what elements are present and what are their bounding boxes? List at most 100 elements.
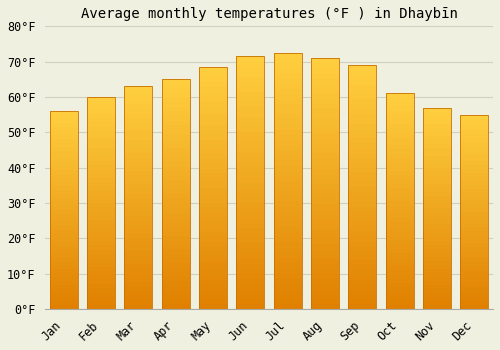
Bar [199, 96, 227, 101]
Bar [236, 87, 264, 92]
Bar [460, 193, 488, 196]
Bar [348, 265, 376, 270]
Bar [423, 136, 451, 140]
Bar [124, 113, 152, 118]
Bar [311, 239, 339, 244]
Bar [460, 196, 488, 200]
Bar [460, 239, 488, 243]
Bar [50, 178, 78, 182]
Bar [311, 118, 339, 123]
Bar [50, 190, 78, 194]
Bar [87, 284, 115, 288]
Bar [124, 198, 152, 202]
Bar [460, 247, 488, 251]
Bar [386, 218, 413, 223]
Bar [460, 298, 488, 301]
Bar [386, 305, 413, 309]
Bar [386, 279, 413, 283]
Bar [460, 251, 488, 254]
Bar [236, 173, 264, 177]
Bar [348, 158, 376, 163]
Bar [386, 236, 413, 240]
Bar [423, 229, 451, 232]
Bar [311, 194, 339, 198]
Bar [460, 204, 488, 208]
Bar [311, 189, 339, 194]
Bar [50, 273, 78, 277]
Bar [386, 201, 413, 205]
Bar [386, 115, 413, 119]
Bar [423, 196, 451, 200]
Bar [236, 102, 264, 107]
Bar [311, 279, 339, 284]
Bar [50, 198, 78, 202]
Bar [199, 67, 227, 72]
Bar [460, 138, 488, 142]
Bar [199, 140, 227, 145]
Bar [274, 288, 302, 294]
Bar [124, 278, 152, 282]
Bar [423, 184, 451, 188]
Bar [274, 68, 302, 73]
Bar [50, 127, 78, 131]
Bar [311, 234, 339, 239]
Bar [162, 300, 190, 304]
Bar [50, 206, 78, 210]
Bar [311, 103, 339, 108]
Bar [87, 173, 115, 177]
Bar [460, 262, 488, 266]
Bar [460, 286, 488, 289]
Bar [423, 148, 451, 152]
Bar [386, 154, 413, 158]
Bar [162, 171, 190, 176]
Bar [162, 130, 190, 134]
Bar [274, 171, 302, 176]
Bar [162, 139, 190, 144]
Bar [87, 195, 115, 199]
Bar [348, 168, 376, 173]
Bar [348, 85, 376, 90]
Bar [274, 58, 302, 63]
Bar [348, 70, 376, 75]
Bar [386, 106, 413, 111]
Bar [348, 275, 376, 280]
Bar [348, 202, 376, 206]
Bar [236, 107, 264, 112]
Bar [124, 118, 152, 122]
Bar [348, 90, 376, 95]
Bar [311, 83, 339, 88]
Bar [386, 132, 413, 137]
Bar [348, 128, 376, 133]
Bar [162, 79, 190, 84]
Bar [199, 174, 227, 178]
Bar [87, 127, 115, 131]
Bar [199, 159, 227, 164]
Bar [199, 304, 227, 309]
Bar [236, 284, 264, 289]
Bar [199, 135, 227, 140]
Bar [162, 79, 190, 309]
Bar [236, 274, 264, 279]
Bar [87, 190, 115, 195]
Bar [87, 250, 115, 254]
Bar [50, 238, 78, 242]
Bar [423, 152, 451, 156]
Bar [423, 192, 451, 196]
Bar [274, 278, 302, 284]
Bar [348, 206, 376, 211]
Bar [199, 145, 227, 149]
Bar [311, 88, 339, 93]
Bar [460, 212, 488, 216]
Bar [311, 214, 339, 219]
Bar [460, 243, 488, 247]
Bar [50, 289, 78, 293]
Bar [460, 216, 488, 219]
Bar [199, 178, 227, 183]
Bar [423, 281, 451, 285]
Bar [87, 220, 115, 224]
Bar [124, 180, 152, 184]
Bar [460, 161, 488, 165]
Bar [423, 140, 451, 144]
Bar [423, 112, 451, 116]
Bar [199, 111, 227, 116]
